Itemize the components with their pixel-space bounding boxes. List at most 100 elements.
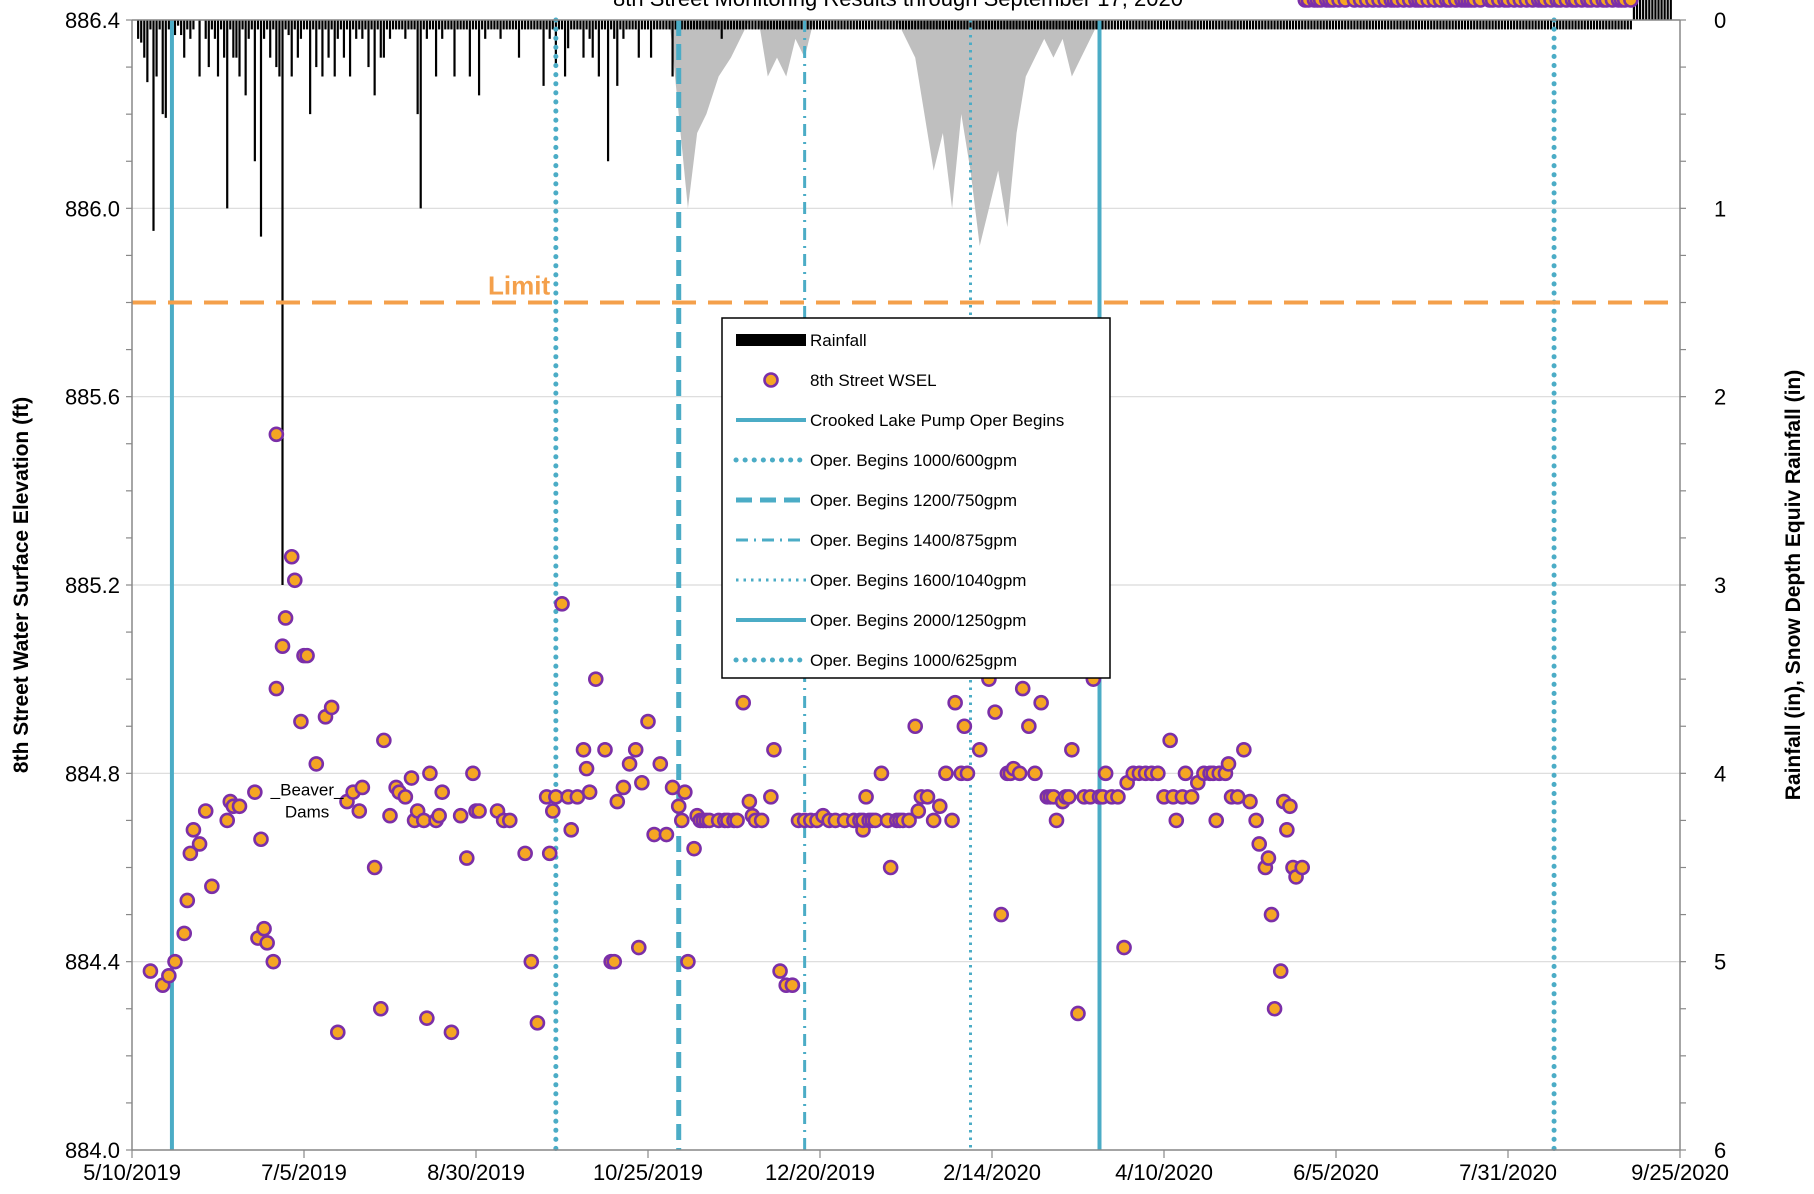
y-tick-label: 886.4 [65, 8, 120, 33]
legend-label: 8th Street WSEL [810, 371, 937, 390]
x-tick-label: 8/30/2019 [427, 1160, 525, 1185]
wsel-point [219, 812, 236, 829]
wsel-point [1064, 741, 1080, 758]
wsel-point [1251, 836, 1268, 852]
y2-tick-label: 4 [1714, 761, 1726, 786]
wsel-point [1183, 789, 1200, 805]
wsel-point [1248, 812, 1264, 829]
wsel-point [652, 756, 669, 772]
wsel-point [471, 803, 487, 819]
wsel-point [673, 812, 690, 829]
annotation-text: _Beaver_ Dams [270, 781, 344, 822]
wsel-point [283, 548, 300, 565]
wsel-point [544, 803, 561, 819]
wsel-point [1110, 789, 1126, 805]
axes [126, 19, 1686, 1158]
wsel-point [1021, 718, 1037, 735]
wsel-point [609, 793, 626, 810]
wsel-point [191, 836, 208, 852]
y2-tick-label: 6 [1714, 1138, 1726, 1163]
wsel-point [323, 699, 340, 716]
wsel-point [259, 935, 275, 951]
wsel-point [277, 610, 294, 626]
wsel-point [1097, 765, 1114, 782]
wsel-point [1242, 793, 1258, 810]
wsel-point [265, 953, 282, 970]
wsel-point [419, 1010, 435, 1026]
annotation-line: Dams [285, 803, 329, 822]
wsel-point [1279, 822, 1295, 838]
legend-label: Oper. Begins 2000/1250gpm [810, 611, 1026, 630]
legend-label: Oper. Begins 1000/625gpm [810, 651, 1017, 670]
wsel-point [458, 850, 475, 866]
wsel-point [274, 638, 291, 655]
wsel-point [1236, 741, 1252, 758]
wsel-points [142, 0, 1639, 1041]
wsel-point [784, 977, 801, 994]
wsel-point [763, 789, 779, 805]
annotation-line: _Beaver_ [270, 781, 344, 800]
wsel-point [161, 967, 177, 984]
wsel-point [268, 426, 285, 443]
x-tick-labels: 5/10/2019 7/5/2019 8/30/2019 10/25/2019 12/2… [83, 1160, 1729, 1185]
chart-title: 8th Street Monitoring Results through Se… [613, 0, 1183, 11]
wsel-point [1070, 1005, 1086, 1022]
wsel-point [621, 756, 638, 772]
wsel-point [938, 765, 954, 782]
wsel-point [354, 779, 371, 796]
wsel-point [1266, 1000, 1283, 1017]
wsel-point [1282, 798, 1298, 815]
legend-label: Oper. Begins 1000/600gpm [810, 451, 1017, 470]
wsel-point [947, 694, 963, 711]
wsel-point [182, 845, 199, 862]
wsel-point [1263, 906, 1280, 923]
x-tick-label: 4/10/2020 [1115, 1160, 1213, 1185]
legend-label: Oper. Begins 1600/1040gpm [810, 571, 1026, 590]
wsel-point [1623, 0, 1639, 8]
wsel-point [1033, 694, 1049, 711]
legend-label: Oper. Begins 1200/750gpm [810, 491, 1017, 510]
wsel-point [597, 741, 613, 758]
snow-depth-area [669, 20, 1100, 246]
wsel-point [268, 680, 285, 697]
wsel-point [615, 779, 632, 796]
wsel-point [627, 741, 644, 758]
wsel-point [630, 939, 647, 956]
legend: Rainfall 8th Street WSEL Crooked Lake Pump… [721, 317, 1111, 679]
wsel-point [1027, 765, 1043, 782]
y2-tick-labels: 0 1 2 3 4 5 6 [1714, 8, 1726, 1163]
wsel-point [1168, 812, 1185, 829]
wsel-point [729, 812, 745, 829]
y-tick-label: 885.2 [65, 573, 120, 598]
wsel-point [925, 812, 942, 829]
y2-tick-label: 0 [1714, 8, 1726, 33]
wsel-point [1048, 812, 1065, 829]
wsel-point [680, 953, 696, 970]
wsel-point [735, 694, 752, 711]
wsel-point [382, 807, 398, 824]
wsel-point [1260, 850, 1277, 866]
wsel-point [993, 906, 1010, 923]
wsel-point [541, 845, 558, 862]
limit-line: Limit [132, 271, 1680, 305]
y-axis-label: 8th Street Water Surface Elevation (ft) [10, 397, 33, 773]
wsel-point [299, 647, 315, 664]
wsel-point [919, 789, 936, 805]
wsel-point [959, 765, 976, 782]
wsel-point [1060, 789, 1077, 805]
legend-label: Oper. Begins 1400/875gpm [810, 531, 1017, 550]
wsel-point [741, 793, 758, 810]
wsel-point [581, 784, 598, 800]
wsel-point [372, 1000, 389, 1017]
wsel-point [329, 1024, 346, 1041]
x-tick-label: 9/25/2020 [1631, 1160, 1729, 1185]
wsel-point [197, 803, 214, 819]
wsel-point [517, 845, 533, 862]
wsel-point [1208, 812, 1225, 829]
wsel-point [1116, 939, 1132, 956]
wsel-point [142, 963, 159, 979]
wsel-point [772, 963, 788, 979]
wsel-point [167, 953, 183, 970]
wsel-point [640, 713, 656, 730]
